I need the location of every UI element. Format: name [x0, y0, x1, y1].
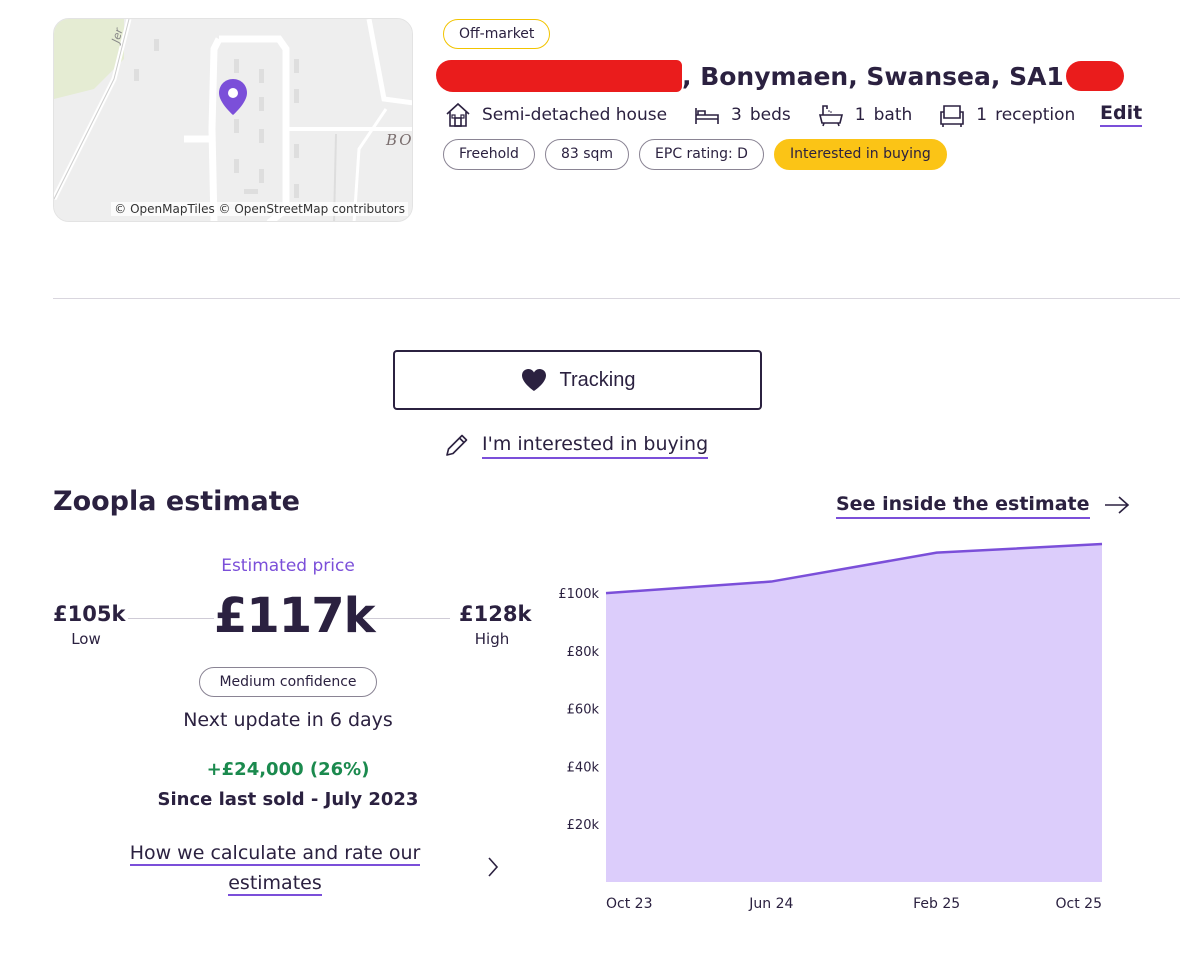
range-low: £105k Low	[53, 602, 126, 648]
high-value: £128k	[459, 602, 532, 626]
pencil-icon	[446, 434, 468, 456]
feature-baths: 1 bath	[817, 101, 912, 129]
y-tick-label: £40k	[567, 760, 600, 775]
arrow-right-icon	[1104, 496, 1129, 514]
status-badge: Off-market	[443, 19, 551, 49]
see-inside-link[interactable]: See inside the estimate	[836, 491, 1130, 519]
address-text: , Bonymaen, Swansea, SA1	[682, 61, 1064, 91]
postcode-redaction	[1065, 61, 1124, 91]
chart-series-line	[605, 542, 1103, 595]
y-tick-label: £60k	[567, 703, 600, 718]
map-tiles: Jer BOI	[54, 19, 413, 221]
property-features: Semi-detached house 3 beds 1 bath 1 rece…	[444, 100, 1101, 130]
feature-type: Semi-detached house	[444, 101, 667, 129]
feature-number: 1	[854, 105, 866, 125]
tag-epc: EPC rating: D	[639, 139, 764, 170]
chevron-right-icon[interactable]	[486, 856, 500, 878]
estimate-history-chart: £100k £80k £60k £40k £20k Oct 23 Jun 24 Feb 25 O…	[558, 542, 1103, 912]
feature-label: reception	[995, 105, 1076, 125]
since-last-sold: Since last sold - July 2023	[157, 789, 419, 810]
estimated-price: £117k	[214, 588, 376, 644]
estimate-title: Zoopla estimate	[53, 486, 300, 517]
tag-size: 83 sqm	[544, 139, 630, 170]
y-tick-label: £100k	[558, 587, 599, 602]
y-tick-label: £80k	[567, 645, 600, 660]
tracking-label: Tracking	[559, 368, 636, 391]
property-address: , Bonymaen, Swansea, SA1	[436, 56, 1124, 96]
property-tags: Freehold 83 sqm EPC rating: D Interested…	[443, 139, 957, 170]
tag-tenure: Freehold	[443, 139, 535, 170]
x-tick-label: Feb 25	[913, 896, 960, 912]
x-tick-label: Oct 25	[1056, 896, 1102, 912]
how-we-calculate-label[interactable]: How we calculate and rate our estimates	[129, 842, 421, 896]
high-label: High	[474, 630, 510, 648]
see-inside-label[interactable]: See inside the estimate	[836, 491, 1090, 519]
sofa-icon	[940, 105, 965, 127]
tracking-button[interactable]: Tracking	[393, 350, 762, 410]
house-icon	[446, 102, 470, 127]
interested-link[interactable]: I'm interested in buying	[444, 431, 709, 459]
feature-label: beds	[749, 105, 791, 125]
map-street-label: Jer	[109, 25, 126, 46]
confidence-badge: Medium confidence	[199, 667, 377, 697]
chart-area-fill	[606, 544, 1102, 882]
feature-label: bath	[873, 105, 913, 125]
feature-number: 3	[731, 105, 742, 125]
section-divider	[53, 298, 1180, 299]
x-tick-label: Oct 23	[606, 896, 652, 912]
price-change: +£24,000 (26%)	[206, 759, 370, 780]
address-redaction	[436, 60, 682, 92]
range-line-left	[128, 618, 214, 619]
map-area-label: BOI	[385, 131, 413, 149]
property-map[interactable]: Jer BOI © OpenMapTiles © OpenStreetMap c…	[53, 18, 413, 222]
how-we-calculate-link[interactable]: How we calculate and rate our estimates	[110, 838, 440, 898]
feature-label: Semi-detached house	[482, 105, 668, 125]
tag-interested: Interested in buying	[773, 139, 947, 170]
map-attribution[interactable]: © OpenMapTiles © OpenStreetMap contribut…	[111, 202, 408, 216]
y-tick-label: £20k	[567, 818, 600, 833]
estimated-price-label: Estimated price	[221, 556, 355, 576]
bath-icon	[818, 105, 843, 127]
feature-beds: 3 beds	[693, 101, 791, 129]
feature-receptions: 1 reception	[938, 101, 1075, 129]
interested-label[interactable]: I'm interested in buying	[482, 431, 709, 459]
next-update-text: Next update in 6 days	[183, 709, 393, 731]
range-line-right	[364, 618, 450, 619]
low-label: Low	[71, 630, 101, 648]
map-pin-icon[interactable]	[219, 79, 247, 115]
feature-number: 1	[976, 105, 988, 125]
low-value: £105k	[53, 602, 126, 626]
edit-link[interactable]: Edit	[1100, 101, 1143, 127]
bed-icon	[695, 108, 719, 124]
range-high: £128k High	[459, 602, 532, 648]
x-tick-label: Jun 24	[748, 896, 793, 912]
heart-icon	[521, 369, 546, 391]
